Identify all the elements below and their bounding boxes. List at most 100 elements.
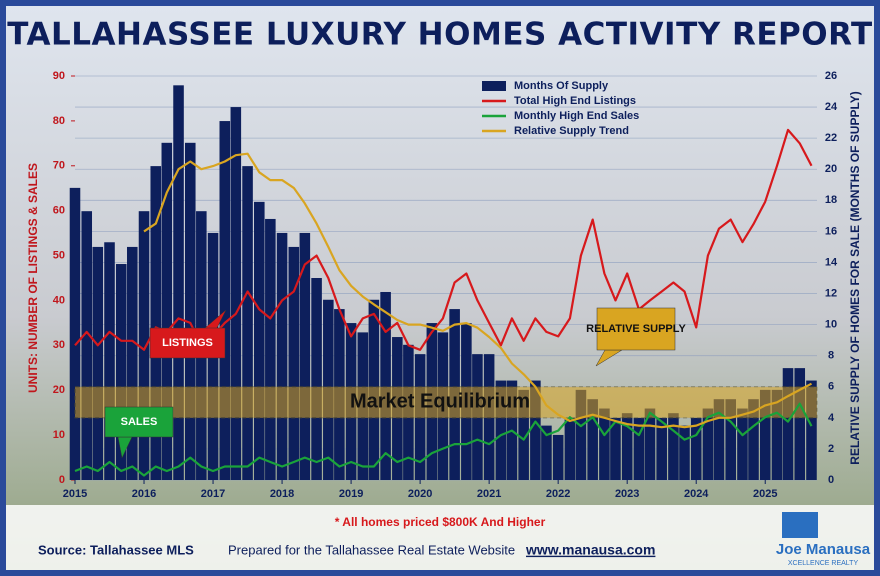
bar xyxy=(288,246,300,480)
y-tick-label: 70 xyxy=(53,160,65,172)
bar xyxy=(173,85,184,481)
x-tick-label: 2024 xyxy=(684,488,709,500)
bar xyxy=(150,166,162,480)
bar xyxy=(725,399,737,480)
bar xyxy=(782,368,794,480)
y2-tick-label: 4 xyxy=(828,412,835,424)
footer-bg xyxy=(6,505,874,570)
bar xyxy=(530,380,541,480)
bar xyxy=(610,417,621,480)
y2-tick-label: 6 xyxy=(828,381,834,393)
bar xyxy=(380,291,391,480)
bar xyxy=(265,218,276,480)
bar xyxy=(587,399,598,480)
y-tick-label: 0 xyxy=(59,474,65,486)
bar xyxy=(104,242,115,480)
footnote: * All homes priced $800K And Higher xyxy=(335,515,546,529)
bar xyxy=(564,417,576,480)
bar xyxy=(230,107,242,481)
bar xyxy=(92,246,104,480)
legend-label: Relative Supply Trend xyxy=(514,125,629,137)
bar xyxy=(771,389,783,480)
bar xyxy=(541,425,552,480)
listings-callout: LISTINGS xyxy=(162,337,213,349)
y2-tick-label: 0 xyxy=(828,474,834,486)
line xyxy=(143,152,813,429)
y-tick-label: 30 xyxy=(53,339,65,351)
y2-tick-label: 22 xyxy=(825,132,837,144)
website[interactable]: www.manausa.com xyxy=(525,542,655,558)
bar xyxy=(115,264,127,480)
bar xyxy=(311,278,322,480)
bar xyxy=(713,399,725,480)
bar xyxy=(621,413,633,480)
legend-label: Total High End Listings xyxy=(514,95,636,107)
x-tick-label: 2019 xyxy=(339,488,363,500)
x-tick-label: 2016 xyxy=(132,488,156,500)
bar xyxy=(242,166,253,480)
bar xyxy=(495,380,507,480)
bar xyxy=(81,211,93,480)
y-tick-label: 50 xyxy=(53,249,65,261)
y2-tick-label: 20 xyxy=(825,163,837,175)
y2-tick-label: 10 xyxy=(825,319,837,331)
y-tick-label: 80 xyxy=(53,115,65,127)
x-tick-label: 2017 xyxy=(201,488,225,500)
y-tick-label: 40 xyxy=(53,294,65,306)
x-tick-label: 2025 xyxy=(753,488,777,500)
legend: Months Of Supply Total High End Listings M… xyxy=(482,80,639,137)
supply-callout: RELATIVE SUPPLY xyxy=(586,323,686,335)
y2-tick-label: 2 xyxy=(828,443,834,455)
source: Source: Tallahassee MLS xyxy=(38,542,194,557)
bar xyxy=(69,187,81,480)
prepared: Prepared for the Tallahassee Real Estate… xyxy=(228,542,515,557)
y-tick-label: 20 xyxy=(53,384,65,396)
bar xyxy=(254,201,265,480)
y2-tick-label: 24 xyxy=(825,101,838,113)
bar xyxy=(806,380,817,480)
bar xyxy=(138,211,150,480)
bar xyxy=(599,408,610,480)
bar xyxy=(759,389,771,480)
x-tick-label: 2018 xyxy=(270,488,294,500)
chart-title: TALLAHASSEE LUXURY HOMES ACTIVITY REPORT xyxy=(7,17,872,53)
x-tick-label: 2023 xyxy=(615,488,639,500)
y-tick-label: 10 xyxy=(53,429,65,441)
sales-callout-box xyxy=(104,406,174,438)
bar xyxy=(127,246,138,480)
bar xyxy=(161,142,173,481)
bar xyxy=(552,434,564,480)
y2-tick-label: 16 xyxy=(825,225,837,237)
y2-axis-label: RELATIVE SUPPLY OF HOMES FOR SALE (MONTH… xyxy=(848,91,862,464)
x-tick-label: 2021 xyxy=(477,488,501,500)
logo-icon xyxy=(782,512,818,538)
line xyxy=(74,402,813,477)
bar xyxy=(276,232,288,480)
bar xyxy=(737,408,748,480)
y2-tick-label: 14 xyxy=(825,256,838,268)
bar xyxy=(690,417,702,480)
y2-tick-label: 26 xyxy=(825,70,837,82)
x-tick-label: 2015 xyxy=(63,488,87,500)
logo-sub: XCELLENCE REALTY xyxy=(788,560,859,567)
band-label: Market Equilibrium xyxy=(350,391,530,413)
supply-callout-box xyxy=(596,307,676,351)
listings-callout-box xyxy=(149,327,226,359)
bar xyxy=(633,417,645,480)
bar xyxy=(644,408,656,480)
x-tick-label: 2020 xyxy=(408,488,432,500)
legend-label: Monthly High End Sales xyxy=(514,110,639,122)
logo: Joe Manausa xyxy=(776,541,871,558)
bar xyxy=(794,368,806,480)
bar xyxy=(702,408,714,480)
legend-swatch xyxy=(482,81,506,91)
y-tick-label: 60 xyxy=(53,205,65,217)
equilibrium-band xyxy=(74,386,818,419)
bar xyxy=(748,399,759,480)
x-tick-label: 2022 xyxy=(546,488,570,500)
bar xyxy=(299,232,311,480)
y-axis-label: UNITS: NUMBER OF LISTINGS & SALES xyxy=(26,163,40,393)
bar xyxy=(575,389,587,480)
